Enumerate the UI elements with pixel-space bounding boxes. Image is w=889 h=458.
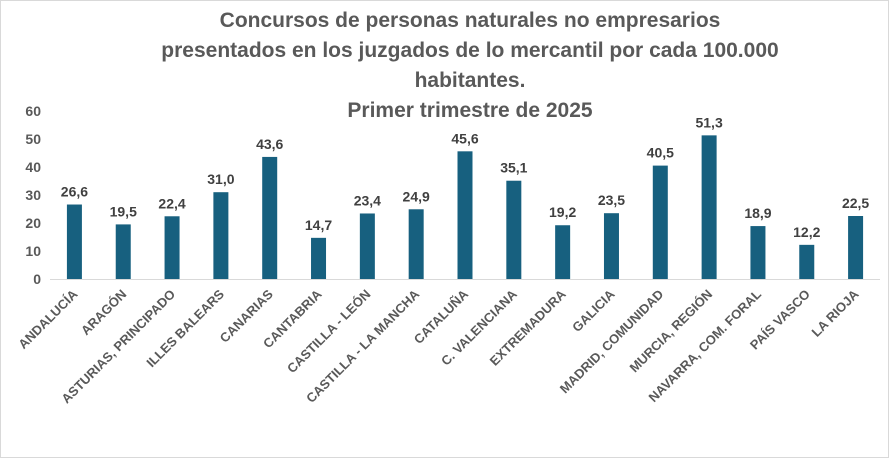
bar <box>652 165 668 279</box>
bar <box>213 192 229 279</box>
category-label: MURCIA, REGIÓN <box>626 287 715 376</box>
data-label: 40,5 <box>647 145 674 161</box>
y-tick-label: 40 <box>25 159 41 175</box>
chart-title: Concursos de personas naturales no empre… <box>110 6 830 126</box>
bar <box>66 204 82 279</box>
data-label: 23,5 <box>598 192 625 208</box>
y-tick-label: 50 <box>25 131 41 147</box>
bar <box>359 213 375 279</box>
category-label: ARAGÓN <box>78 287 129 338</box>
bar <box>262 156 278 279</box>
data-label: 19,5 <box>110 203 137 219</box>
chart-title-line-1: Concursos de personas naturales no empre… <box>219 9 721 32</box>
data-label: 23,4 <box>354 192 381 208</box>
data-label: 51,3 <box>695 114 722 130</box>
category-label: ANDALUCÍA <box>15 286 81 352</box>
chart-title-line-4: Primer trimestre de 2025 <box>347 99 593 122</box>
data-label: 19,2 <box>549 204 576 220</box>
chart-title-line-3: habitantes. <box>414 69 526 92</box>
data-label: 18,9 <box>744 205 771 221</box>
y-tick-label: 30 <box>25 187 41 203</box>
bar <box>115 224 131 279</box>
bar <box>799 244 815 279</box>
data-label: 31,0 <box>207 171 234 187</box>
y-tick-label: 20 <box>25 215 41 231</box>
category-label: LA RIOJA <box>809 286 863 340</box>
y-tick-label: 0 <box>33 271 41 287</box>
bar <box>750 226 766 279</box>
bar <box>311 237 327 279</box>
bar <box>457 151 473 279</box>
data-label: 45,6 <box>451 130 478 146</box>
data-label: 12,2 <box>793 224 820 240</box>
bar <box>408 209 424 279</box>
data-label: 14,7 <box>305 217 332 233</box>
data-label: 26,6 <box>61 184 88 200</box>
bar <box>555 225 571 279</box>
category-label: CASTILLA - LEÓN <box>284 287 373 376</box>
data-label: 43,6 <box>256 136 283 152</box>
data-label: 35,1 <box>500 160 527 176</box>
data-label: 22,5 <box>842 195 869 211</box>
data-label: 24,9 <box>403 188 430 204</box>
y-tick-label: 60 <box>25 103 41 119</box>
bar <box>848 216 864 279</box>
category-label: GALICIA <box>569 286 618 335</box>
bar <box>506 180 522 279</box>
bar <box>603 213 619 279</box>
bar <box>164 216 180 279</box>
chart-title-line-2: presentados en los juzgados de lo mercan… <box>161 39 779 62</box>
bar <box>701 135 717 279</box>
y-tick-label: 10 <box>25 243 41 259</box>
data-label: 22,4 <box>158 195 185 211</box>
